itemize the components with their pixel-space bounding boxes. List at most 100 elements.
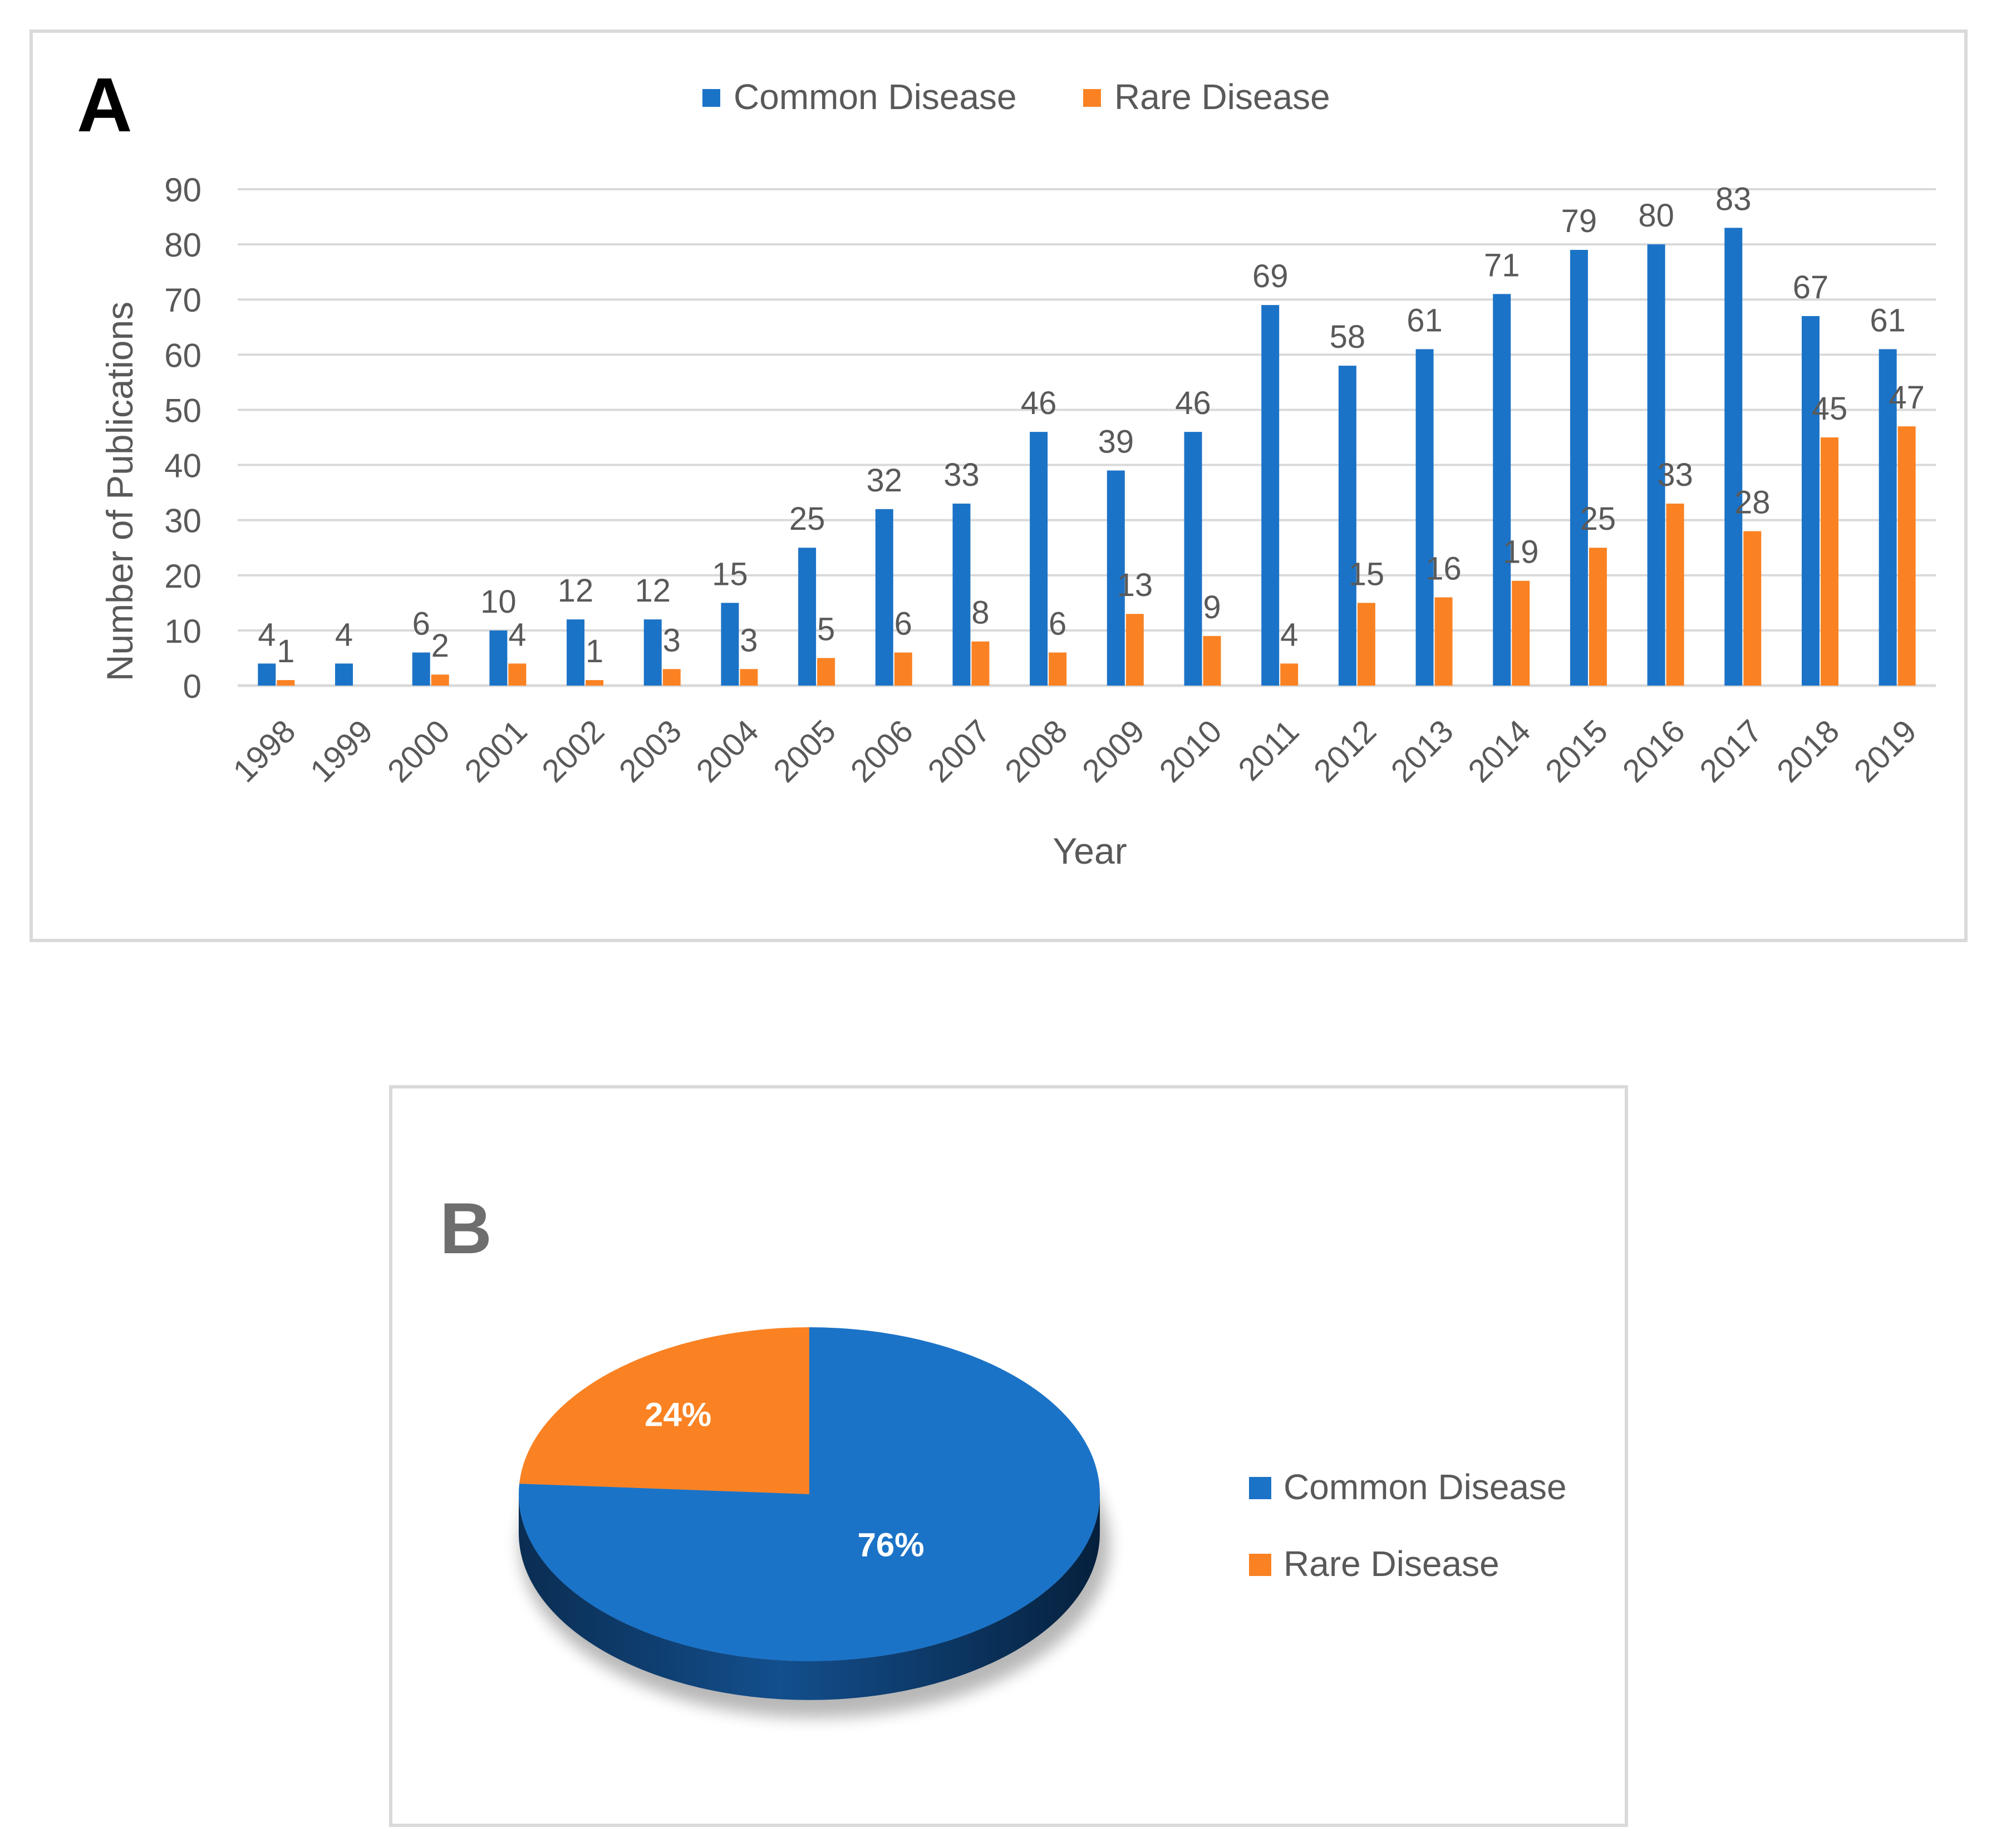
legend-label-common: Common Disease — [734, 77, 1017, 117]
y-tick-label: 80 — [164, 226, 201, 264]
bar-common-disease — [1184, 432, 1202, 686]
data-label-common: 33 — [943, 457, 980, 493]
panel-a-frame — [29, 29, 1968, 942]
bar-rare-disease — [1125, 614, 1144, 686]
data-label-common: 4 — [335, 617, 353, 653]
bar-common-disease — [643, 619, 662, 686]
y-tick-label: 60 — [164, 337, 201, 374]
pie-label-common: 76% — [857, 1526, 924, 1564]
bar-rare-disease — [894, 652, 912, 686]
data-label-common: 58 — [1330, 319, 1366, 355]
bar-data-labels: 4 1 4 6210412112315325532633846639134696945… — [258, 181, 1925, 669]
data-label-rare: 6 — [1049, 606, 1066, 642]
panel-a-label: A — [77, 62, 132, 148]
legend-label-rare: Rare Disease — [1114, 77, 1330, 117]
data-label-rare: 19 — [1503, 534, 1539, 570]
data-label-common: 46 — [1021, 385, 1057, 421]
bar-common-disease — [721, 603, 739, 686]
data-label-rare: 9 — [1203, 589, 1221, 626]
data-label-common: 25 — [789, 501, 825, 537]
data-label-common: 4 — [258, 617, 276, 653]
data-label-rare: 3 — [740, 622, 758, 658]
data-label-rare: 2 — [431, 628, 449, 664]
bar-legend: Common Disease Rare Disease — [702, 77, 1330, 117]
bar-rare-disease — [1820, 437, 1838, 686]
bar-rare-disease — [662, 669, 681, 686]
bar-common-disease — [412, 652, 430, 686]
legend-item-rare-disease: Rare Disease — [1083, 77, 1330, 117]
bar-rare-disease — [1280, 663, 1299, 686]
bar-rare-disease — [1049, 652, 1067, 686]
legend-swatch-common — [702, 89, 720, 107]
bar-rare-disease — [431, 674, 449, 686]
data-label-common: 61 — [1407, 302, 1443, 338]
bar-common-disease — [875, 509, 893, 686]
pie-legend-item-common: Common Disease — [1249, 1467, 1567, 1507]
pie-slice-common-disease — [519, 1327, 1100, 1662]
bars — [258, 228, 1916, 686]
y-tick-label: 10 — [164, 613, 201, 650]
bar-rare-disease — [971, 641, 990, 686]
y-tick-label: 40 — [164, 447, 201, 485]
bar-rare-disease — [1666, 503, 1684, 686]
data-label-rare: 15 — [1349, 556, 1385, 592]
data-label-common: 69 — [1252, 258, 1289, 294]
bar-rare-disease — [1434, 597, 1453, 686]
y-tick-label: 90 — [164, 171, 201, 209]
data-label-common: 12 — [558, 573, 594, 609]
pie-legend-swatch-rare — [1249, 1554, 1271, 1576]
data-label-rare: 16 — [1425, 550, 1462, 587]
panel-b-pie-chart: B 24% 76% Common Disease Rare Disease — [389, 1085, 1628, 1827]
y-tick-label: 0 — [183, 668, 201, 705]
data-label-rare: 1 — [586, 633, 603, 669]
bar-common-disease — [258, 663, 276, 686]
bar-common-disease — [1107, 470, 1125, 686]
data-label-common: 10 — [480, 584, 517, 620]
bar-rare-disease — [740, 669, 758, 686]
data-label-common: 12 — [635, 573, 671, 609]
bar-common-disease — [798, 548, 817, 686]
data-label-rare: 33 — [1657, 457, 1693, 493]
bar-common-disease — [1338, 366, 1356, 686]
bar-common-disease — [1415, 349, 1434, 686]
data-label-rare: 28 — [1734, 484, 1771, 520]
y-tick-label: 70 — [164, 282, 201, 319]
bar-rare-disease — [586, 680, 604, 686]
panel-b-label: B — [440, 1188, 492, 1269]
bar-common-disease — [952, 503, 971, 686]
y-axis-title: Number of Publications — [99, 302, 140, 681]
bar-common-disease — [1879, 349, 1897, 686]
pie-legend-item-rare: Rare Disease — [1249, 1544, 1499, 1584]
data-label-common: 39 — [1098, 423, 1134, 460]
data-label-common: 80 — [1638, 198, 1674, 234]
pie-slice-rare-disease — [519, 1327, 809, 1494]
y-axis-ticks: 0 10 20 30 40 50 60 70 80 90 — [164, 171, 201, 705]
bar-rare-disease — [1589, 548, 1607, 686]
bar-rare-disease — [1203, 636, 1221, 686]
bar-rare-disease — [508, 663, 527, 686]
pie: 24% 76% — [519, 1327, 1110, 1718]
y-tick-label: 20 — [164, 558, 201, 595]
data-label-rare: 4 — [508, 617, 526, 653]
legend-item-common-disease: Common Disease — [702, 77, 1017, 117]
data-label-common: 6 — [412, 606, 430, 642]
data-label-rare: 3 — [663, 622, 681, 658]
bar-rare-disease — [817, 658, 835, 686]
data-label-common: 15 — [712, 556, 748, 592]
data-label-rare: 5 — [817, 611, 835, 647]
pie-label-rare: 24% — [645, 1396, 711, 1434]
bar-common-disease — [1493, 294, 1511, 686]
panel-a-bar-chart: A Common Disease Rare Disease 0 10 20 30 40 5… — [29, 29, 1968, 942]
data-label-common: 71 — [1484, 247, 1520, 283]
data-label-rare: 45 — [1812, 391, 1848, 427]
bar-common-disease — [1261, 305, 1280, 686]
bar-common-disease — [335, 663, 353, 686]
bar-rare-disease — [1357, 603, 1375, 686]
bar-rare-disease — [1897, 426, 1916, 686]
data-label-rare: 25 — [1580, 501, 1616, 537]
bar-common-disease — [1801, 316, 1820, 686]
bar-common-disease — [1647, 244, 1665, 686]
pie-legend: Common Disease Rare Disease — [1249, 1467, 1567, 1584]
bar-rare-disease — [1743, 531, 1762, 686]
